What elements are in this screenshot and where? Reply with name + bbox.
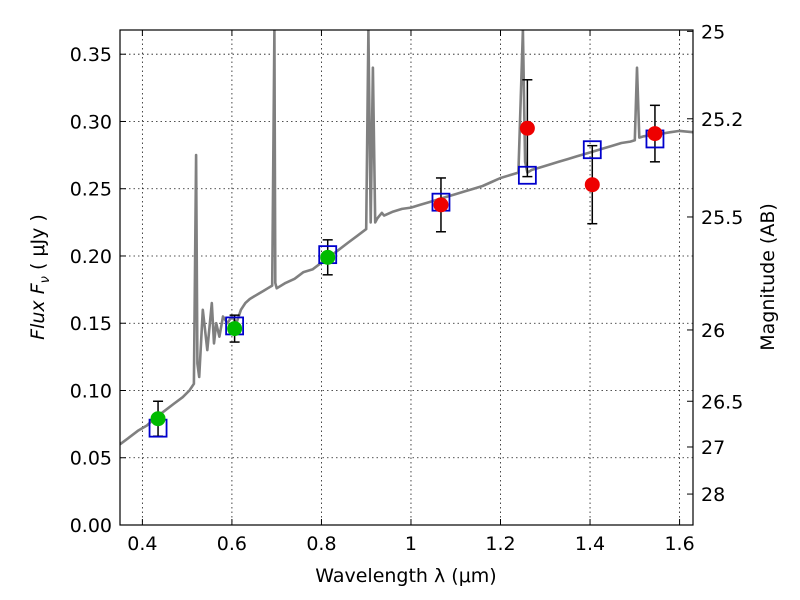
grid-layer <box>120 30 693 525</box>
right-tick-label: 26 <box>701 320 725 342</box>
x-tick-label: 1 <box>405 533 417 555</box>
ir-point <box>519 120 535 136</box>
x-axis-title: Wavelength λ (μm) <box>315 565 496 587</box>
right-tick-label: 27 <box>701 437 725 459</box>
ir-point <box>584 177 600 193</box>
y-axis-title: Flux Fν ( μJy ) <box>27 214 53 340</box>
y-tick-label: 0.10 <box>70 380 112 402</box>
x-tick-label: 0.6 <box>217 533 247 555</box>
right-tick-label: 25.2 <box>701 109 743 131</box>
plot-layer <box>120 30 693 446</box>
y-axis-title-unit: ( μJy ) <box>27 214 49 276</box>
optical-point <box>227 321 243 337</box>
right-tick-label: 25 <box>701 21 725 43</box>
x-tick-label: 1.6 <box>664 533 694 555</box>
spectrum-line <box>120 30 693 446</box>
right-tick-label: 26.5 <box>701 391 743 413</box>
y-tick-label: 0.35 <box>70 44 112 66</box>
x-tick-label: 0.8 <box>306 533 336 555</box>
y-tick-label: 0.30 <box>70 111 112 133</box>
plot-frame <box>119 29 694 526</box>
x-tick-label: 0.4 <box>127 533 157 555</box>
optical-point <box>320 249 336 265</box>
ir-point <box>647 126 663 142</box>
right-axis-title: Magnitude (AB) <box>757 203 779 351</box>
model-square-point <box>517 165 537 185</box>
y-tick-label: 0.20 <box>70 246 112 268</box>
y-tick-label: 0.05 <box>70 448 112 470</box>
optical-point <box>150 411 166 427</box>
right-tick-label: 28 <box>701 484 725 506</box>
ir-point <box>433 197 449 213</box>
right-tick-label: 25.5 <box>701 207 743 229</box>
y-axis-title-sub: ν <box>38 276 53 283</box>
y-tick-label: 0.15 <box>70 313 112 335</box>
model-square-point <box>582 140 602 160</box>
y-axis-title-main: Flux F <box>27 282 49 340</box>
y-tick-label: 0.00 <box>70 515 112 537</box>
x-tick-label: 1.4 <box>575 533 605 555</box>
y-tick-label: 0.25 <box>70 179 112 201</box>
x-tick-label: 1.2 <box>485 533 515 555</box>
tick-layer: 0.4 0.6 0.8 1 1.2 1.4 1.6 0.00 0.05 0.10 0.15 0.20 0… <box>70 21 744 555</box>
